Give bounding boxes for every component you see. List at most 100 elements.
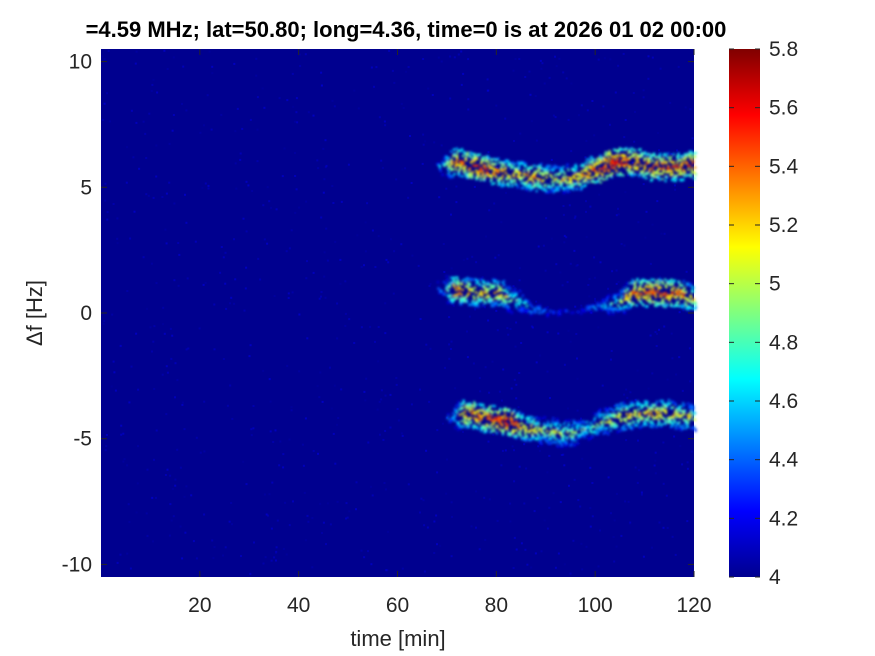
- trace-point: [658, 278, 661, 281]
- noise-speck: [185, 109, 188, 112]
- noise-speck: [116, 561, 119, 564]
- trace-point: [465, 417, 468, 420]
- trace-point: [544, 426, 547, 429]
- trace-point: [586, 167, 589, 170]
- trace-point: [491, 163, 494, 166]
- trace-point: [607, 157, 610, 160]
- noise-speck: [256, 160, 259, 163]
- trace-point: [507, 161, 510, 164]
- trace-point: [521, 309, 525, 313]
- trace-point: [572, 311, 575, 314]
- noise-speck: [387, 530, 389, 533]
- trace-point: [498, 288, 501, 291]
- trace-point: [567, 187, 570, 190]
- trace-point: [624, 404, 627, 407]
- trace-point: [468, 171, 471, 175]
- trace-point: [476, 295, 480, 298]
- trace-point: [457, 281, 460, 284]
- noise-speck: [656, 332, 658, 335]
- trace-point: [671, 294, 674, 297]
- trace-point: [627, 169, 630, 172]
- noise-speck: [472, 362, 475, 365]
- trace-point: [641, 418, 644, 421]
- trace-point: [629, 294, 632, 297]
- trace-point: [585, 427, 588, 430]
- trace-point: [511, 294, 515, 298]
- trace-point: [648, 413, 651, 416]
- trace-point: [573, 182, 576, 185]
- trace-point: [667, 403, 670, 406]
- noise-speck: [208, 50, 211, 53]
- noise-speck: [610, 358, 612, 361]
- trace-point: [527, 171, 530, 174]
- noise-speck: [155, 144, 158, 147]
- noise-speck: [529, 93, 532, 96]
- noise-speck: [203, 124, 205, 127]
- trace-point: [540, 162, 543, 166]
- trace-point: [614, 156, 617, 160]
- trace-point: [447, 168, 450, 171]
- trace-point: [548, 443, 551, 446]
- noise-speck: [450, 340, 453, 343]
- trace-point: [462, 170, 465, 174]
- trace-point: [517, 423, 521, 426]
- noise-speck: [116, 217, 119, 220]
- trace-point: [677, 287, 680, 290]
- trace-point: [466, 152, 469, 155]
- trace-point: [681, 414, 684, 417]
- trace-point: [466, 153, 469, 157]
- noise-speck: [543, 519, 546, 522]
- noise-speck: [387, 261, 390, 264]
- noise-speck: [230, 502, 233, 504]
- trace-point: [649, 153, 652, 157]
- trace-point: [599, 408, 602, 411]
- trace-point: [483, 286, 486, 289]
- trace-point: [452, 299, 455, 302]
- noise-speck: [202, 283, 205, 286]
- noise-speck: [614, 91, 617, 94]
- trace-point: [646, 157, 650, 160]
- trace-point: [648, 296, 652, 299]
- noise-speck: [423, 570, 426, 573]
- trace-point: [495, 432, 498, 435]
- trace-point: [610, 302, 613, 305]
- trace-point: [661, 172, 664, 175]
- trace-point: [563, 189, 566, 192]
- trace-point: [483, 284, 486, 287]
- trace-point: [523, 163, 526, 166]
- trace-point: [657, 286, 660, 289]
- noise-speck: [669, 101, 672, 104]
- noise-speck: [173, 202, 176, 205]
- trace-point: [447, 165, 450, 168]
- trace-point: [538, 164, 542, 167]
- trace-point: [650, 411, 653, 414]
- trace-point: [453, 416, 456, 419]
- noise-speck: [565, 77, 568, 80]
- trace-point: [658, 286, 662, 289]
- trace-point: [619, 299, 622, 302]
- trace-point: [667, 171, 670, 174]
- noise-speck: [454, 387, 457, 390]
- trace-point: [584, 184, 587, 187]
- noise-speck: [270, 206, 273, 209]
- noise-speck: [548, 454, 551, 457]
- noise-speck: [591, 100, 594, 102]
- noise-speck: [203, 513, 206, 516]
- trace-point: [585, 432, 589, 435]
- noise-speck: [151, 83, 154, 86]
- noise-speck: [319, 371, 322, 374]
- trace-point: [626, 298, 629, 301]
- trace-point: [477, 174, 480, 177]
- trace-point: [643, 400, 646, 403]
- noise-speck: [355, 508, 357, 511]
- trace-point: [622, 290, 625, 293]
- trace-point: [679, 291, 683, 294]
- trace-point: [506, 182, 509, 186]
- noise-speck: [642, 96, 645, 99]
- trace-point: [617, 165, 621, 169]
- trace-point: [596, 433, 599, 436]
- trace-point: [531, 305, 535, 308]
- trace-point: [676, 410, 679, 413]
- noise-speck: [162, 323, 164, 326]
- noise-speck: [594, 297, 596, 300]
